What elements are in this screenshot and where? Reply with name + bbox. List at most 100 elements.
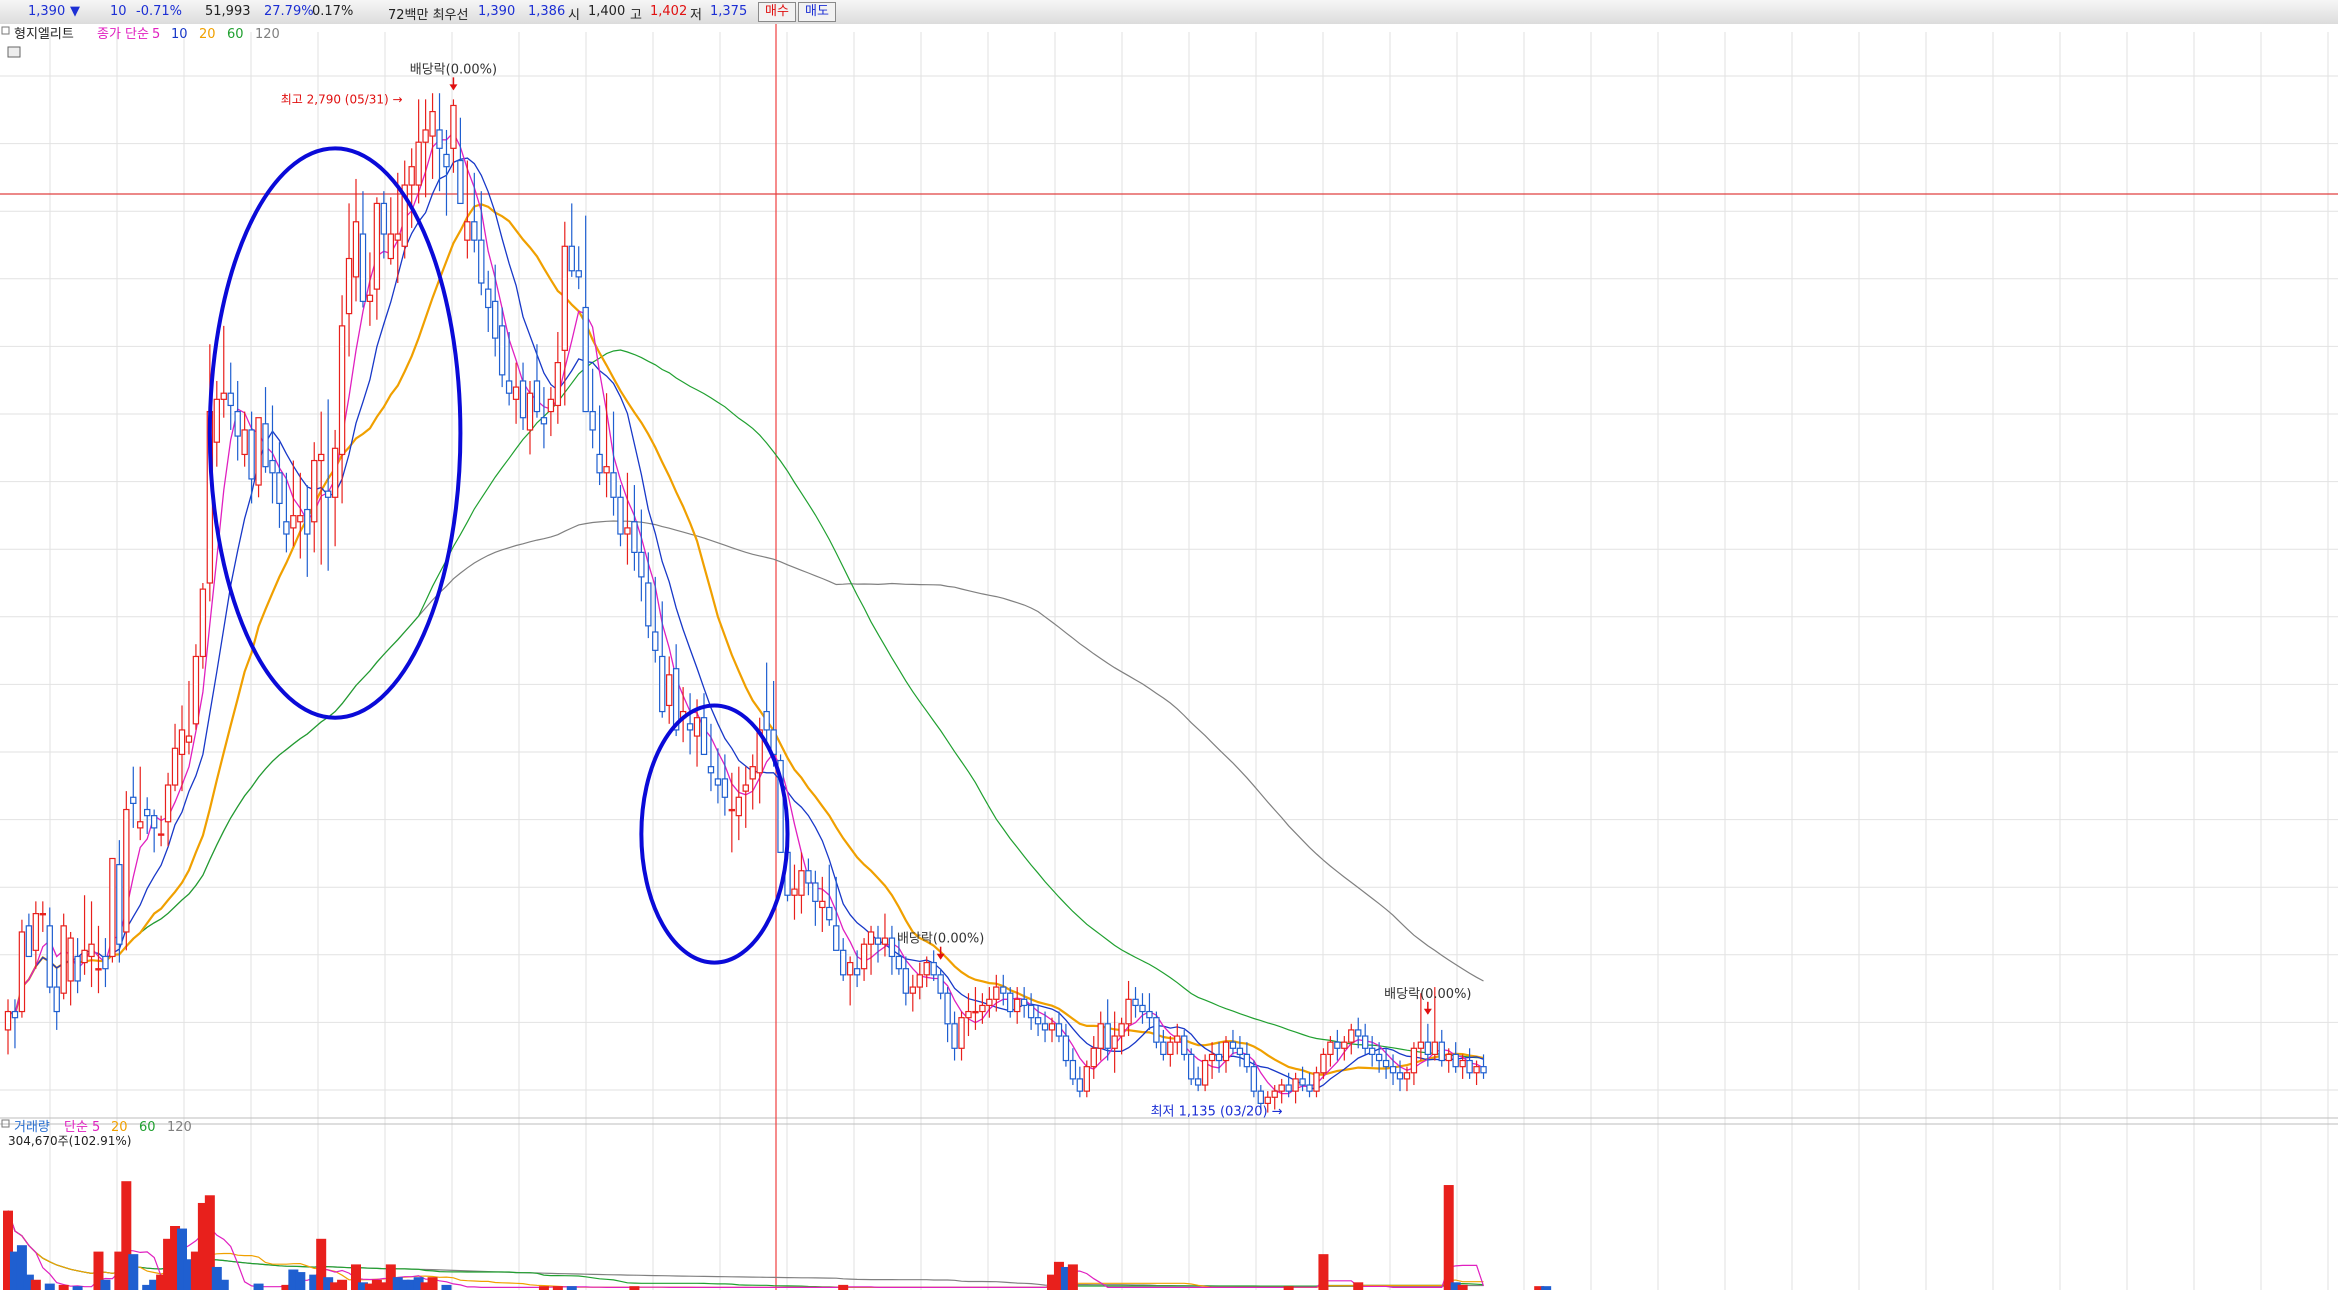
candle-body [568, 245, 575, 272]
volume-bar [1534, 1286, 1545, 1290]
change-value: 10 [110, 4, 127, 19]
open-label: 시 [568, 8, 580, 23]
candle-body [220, 392, 227, 400]
candle-body [1334, 1041, 1341, 1049]
candle-body [742, 784, 749, 792]
candle-body [888, 937, 896, 958]
candle-body [1027, 1004, 1035, 1019]
volume-bar [170, 1226, 181, 1290]
volume-bar [183, 1259, 194, 1290]
candle-body [387, 233, 395, 260]
dividend-arrow-head [936, 953, 945, 960]
candle-body [617, 496, 624, 535]
candle-body [1013, 998, 1021, 1013]
volume-bar [72, 1286, 83, 1290]
candle-body [478, 239, 485, 284]
candle-body [631, 521, 638, 553]
volume-bar [538, 1286, 549, 1290]
volume-bar [399, 1279, 410, 1290]
candle-body [735, 796, 743, 817]
candle-body [394, 233, 401, 241]
volume-bar [1283, 1286, 1294, 1290]
high-label: 고 [630, 8, 642, 23]
candle-body [686, 723, 694, 731]
candle-body [283, 521, 290, 535]
volume-pane-title: 거래량 [14, 1120, 50, 1135]
candle-body [554, 362, 562, 407]
candle-body [241, 429, 248, 456]
candle-body [1020, 998, 1028, 1007]
candle-body [1389, 1066, 1397, 1074]
candle-body [178, 729, 186, 756]
candle-body [1000, 986, 1007, 994]
candle-body [937, 974, 944, 994]
candle-body [860, 943, 868, 970]
volume-bar [413, 1277, 424, 1290]
volume-bar [1443, 1185, 1454, 1290]
volume-bar [211, 1266, 222, 1290]
volume-bar [58, 1284, 69, 1290]
volume-bar [253, 1283, 264, 1290]
buy-button[interactable]: 매수 [758, 2, 796, 22]
highlight-circle-1 [207, 146, 463, 720]
candle-body [839, 949, 847, 976]
candle-body [853, 968, 861, 976]
candle-body [846, 961, 854, 976]
candle-body [986, 998, 993, 1007]
candle-body [213, 398, 220, 443]
high-price-label: 최고 2,790 (05/31) → [281, 92, 403, 106]
candle-body [338, 325, 346, 456]
candle-body [1208, 1053, 1216, 1062]
volume-value: 51,993 [205, 4, 251, 19]
ratio-value-1: 27.79% [264, 4, 314, 19]
volume-latest-label: 304,670주(102.91%) [8, 1134, 131, 1148]
candle-body [1278, 1084, 1285, 1092]
candle-body [46, 925, 53, 988]
candle-body [805, 870, 812, 884]
candle-body [450, 104, 457, 149]
sell-button[interactable]: 매도 [798, 2, 836, 22]
candle-body [130, 796, 137, 804]
quote-label: 72백만 최우선 [388, 8, 469, 23]
down-arrow-icon: ▼ [70, 4, 80, 19]
volume-bar [330, 1282, 341, 1290]
dividend-label: 배당락(0.00%) [1384, 987, 1471, 1002]
candle-body [659, 655, 666, 713]
candle-body [1250, 1066, 1258, 1092]
price-legend-item: 20 [199, 27, 216, 42]
candle-body [1236, 1047, 1244, 1056]
candle-body [297, 515, 304, 523]
candle-body [972, 1010, 979, 1014]
candle-body [965, 1010, 972, 1019]
volume-bar [1353, 1282, 1364, 1290]
volume-bar [44, 1283, 55, 1290]
candle-body [923, 961, 930, 976]
candle-body [102, 955, 109, 970]
volume-ma60-line [7, 1210, 1484, 1288]
candle-body [881, 937, 889, 945]
candle-body [199, 588, 207, 658]
candle-body [1320, 1053, 1327, 1074]
candle-body [833, 925, 840, 951]
highlight-circle-2 [639, 703, 790, 965]
volume-bar [177, 1228, 187, 1290]
candle-body [67, 937, 74, 982]
candles [4, 93, 1487, 1113]
candle-body [575, 270, 582, 278]
candle-body [1222, 1041, 1230, 1062]
candle-body [492, 300, 499, 339]
candle-body [638, 551, 645, 578]
volume-bar [163, 1238, 174, 1290]
candle-body [1132, 998, 1139, 1007]
candle-body [1355, 1029, 1362, 1037]
candle-body [728, 808, 736, 812]
stock-chart[interactable]: 최고 2,790 (05/31) → 배당락(0.00%) 배당락(0.00%) 배당… [0, 24, 2338, 1290]
volume-bar [142, 1284, 153, 1290]
candle-body [826, 906, 833, 921]
high-price: 1,402 [650, 4, 688, 19]
volume-bar [371, 1279, 382, 1290]
candle-body [867, 931, 875, 945]
candle-body [1083, 1066, 1090, 1092]
candle-body [819, 900, 826, 909]
candle-body [32, 912, 40, 951]
